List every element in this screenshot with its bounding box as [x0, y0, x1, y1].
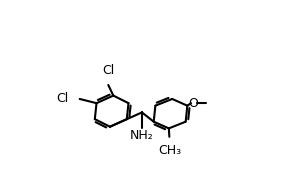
Text: Cl: Cl: [57, 93, 69, 106]
Text: CH₃: CH₃: [158, 143, 181, 156]
Text: NH₂: NH₂: [130, 129, 154, 142]
Text: O: O: [189, 97, 199, 110]
Text: Cl: Cl: [102, 64, 115, 77]
